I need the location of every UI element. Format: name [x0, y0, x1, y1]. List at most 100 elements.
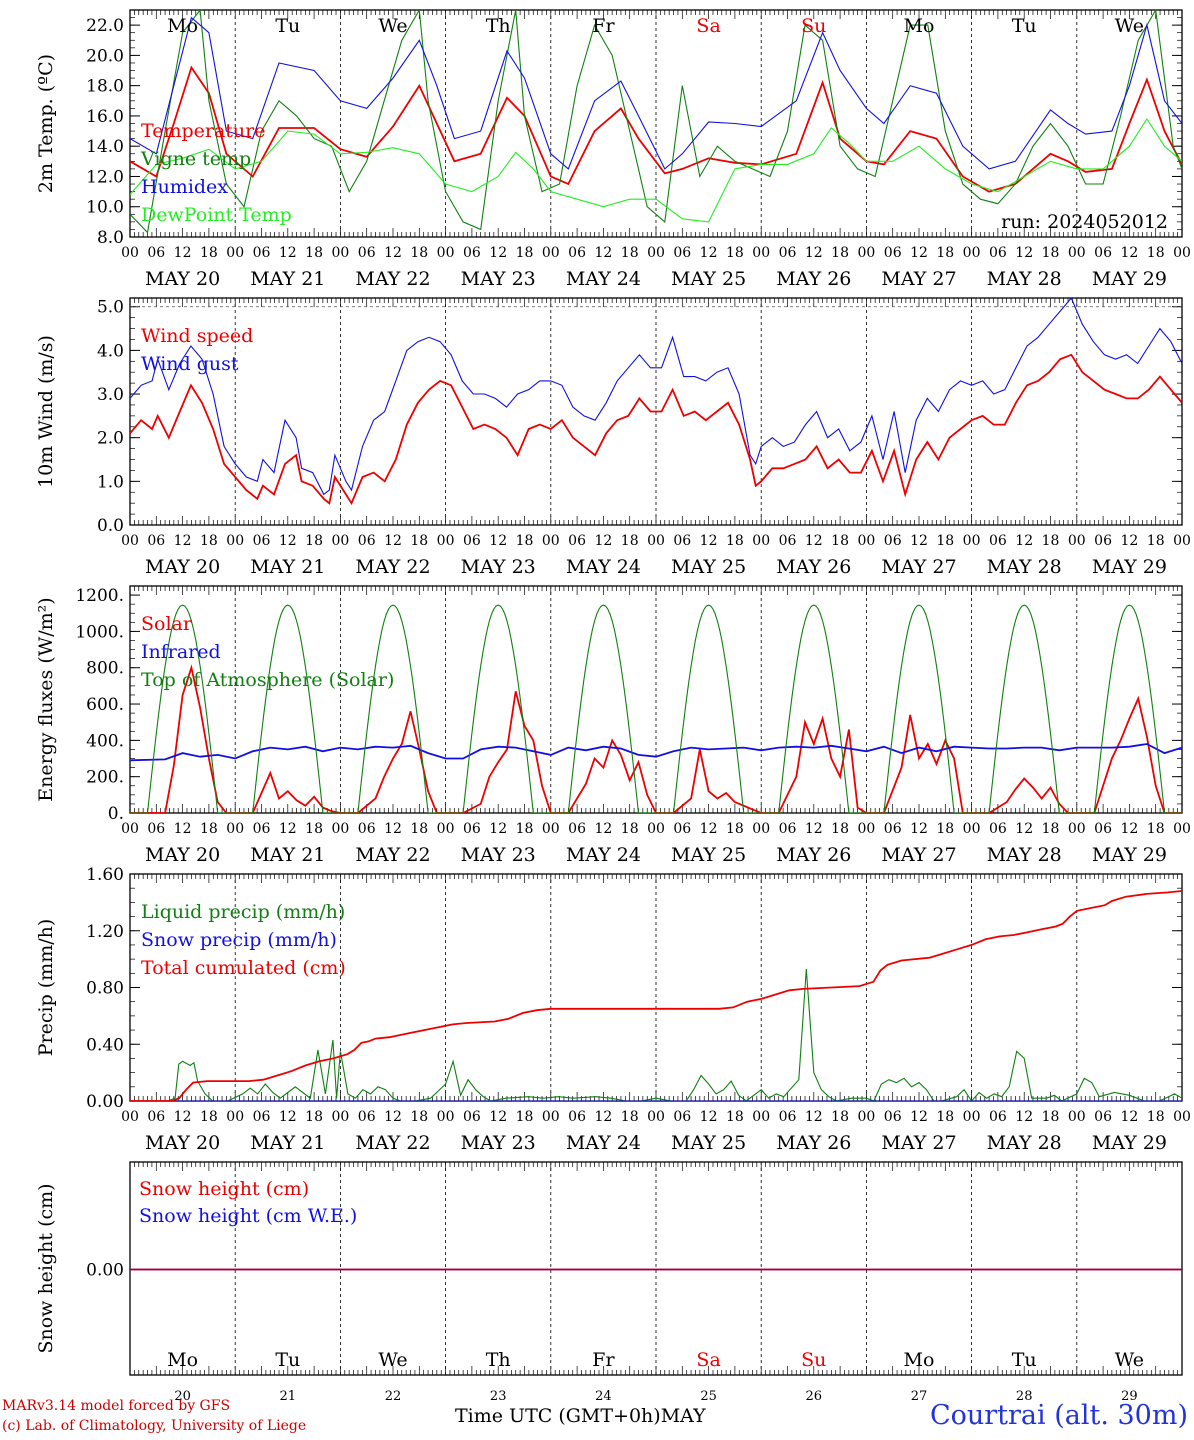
legend-vigne-temp: Vigne temp	[140, 148, 251, 170]
weekday-label-bottom: Mo	[904, 1349, 935, 1371]
legend-temperature: Temperature	[141, 120, 265, 142]
hour-label: 06	[1094, 245, 1112, 261]
hour-label: 18	[200, 533, 218, 549]
hour-label: 18	[1042, 533, 1060, 549]
hour-label: 06	[147, 1109, 165, 1125]
hour-label: 00	[752, 821, 770, 837]
hour-label: 00	[1068, 1109, 1086, 1125]
hour-label: 00	[331, 245, 349, 261]
hour-label: 18	[831, 1109, 849, 1125]
date-label: MAY 22	[355, 844, 430, 866]
hour-label: 12	[489, 533, 507, 549]
hour-label: 18	[936, 1109, 954, 1125]
legend-total-cumulated-cm-: Total cumulated (cm)	[141, 957, 346, 979]
y-tick-label: 20.0	[86, 46, 124, 66]
y-axis-label: Energy fluxes (W/m²)	[35, 597, 57, 801]
y-tick-label: 3.0	[97, 385, 124, 405]
hour-label: 18	[621, 1109, 639, 1125]
hour-label: 18	[936, 245, 954, 261]
date-label: MAY 23	[461, 844, 536, 866]
date-label: MAY 20	[145, 1132, 220, 1154]
hour-label: 06	[779, 821, 797, 837]
hour-label: 12	[805, 245, 823, 261]
hour-label: 06	[568, 1109, 586, 1125]
hour-label: 12	[700, 245, 718, 261]
hour-label: 06	[884, 245, 902, 261]
hour-label: 12	[700, 533, 718, 549]
hour-label: 18	[831, 821, 849, 837]
series-temperature	[130, 65, 1182, 193]
hour-label: 06	[463, 245, 481, 261]
series-vigne-temp	[130, 10, 1182, 234]
y-tick-label: 2.0	[97, 429, 124, 449]
weekday-label-top: Th	[486, 15, 511, 37]
hour-label: 12	[1015, 1109, 1033, 1125]
hour-label: 12	[594, 821, 612, 837]
date-label: MAY 21	[250, 556, 325, 578]
hour-label: 12	[1015, 245, 1033, 261]
date-label: MAY 29	[1092, 268, 1167, 290]
date-label: MAY 27	[881, 268, 956, 290]
hour-label: 00	[752, 1109, 770, 1125]
hour-label: 06	[358, 821, 376, 837]
date-label: MAY 28	[987, 556, 1062, 578]
hour-label: 12	[805, 533, 823, 549]
legend-snow-height-cm-: Snow height (cm)	[139, 1178, 309, 1200]
hour-label: 12	[910, 533, 928, 549]
hour-label: 00	[437, 1109, 455, 1125]
date-label: MAY 26	[776, 556, 851, 578]
date-label: MAY 26	[776, 844, 851, 866]
legend-liquid-precip-mm-h-: Liquid precip (mm/h)	[141, 901, 345, 923]
y-tick-label: 5.0	[97, 298, 124, 318]
series-liquid-precip-mm-h-	[130, 969, 1182, 1101]
weekday-label-bottom: Th	[486, 1349, 511, 1371]
hour-label: 18	[305, 533, 323, 549]
hour-label: 00	[752, 533, 770, 549]
hour-label: 06	[989, 245, 1007, 261]
weekday-label-bottom: Mo	[167, 1349, 198, 1371]
hour-label: 18	[200, 245, 218, 261]
legend-snow-height-cm-w-e-: Snow height (cm W.E.)	[139, 1205, 357, 1227]
hour-label: 12	[594, 245, 612, 261]
day-number: 23	[490, 1389, 507, 1404]
hour-label: 18	[621, 245, 639, 261]
date-label: MAY 20	[145, 268, 220, 290]
y-tick-label: 1.20	[86, 922, 124, 942]
hour-label: 12	[910, 1109, 928, 1125]
hour-label: 18	[516, 1109, 534, 1125]
month-label: MAY	[660, 1405, 706, 1427]
hour-label: 12	[174, 245, 192, 261]
y-axis-label: Precip (mm/h)	[35, 919, 57, 1057]
date-label: MAY 29	[1092, 1132, 1167, 1154]
hour-label: 12	[805, 1109, 823, 1125]
legend-wind-gust: Wind gust	[141, 353, 239, 375]
date-label: MAY 24	[566, 1132, 641, 1154]
hour-label: 00	[1068, 245, 1086, 261]
hour-label: 06	[147, 821, 165, 837]
hour-label: 06	[673, 245, 691, 261]
hour-label: 06	[568, 821, 586, 837]
hour-label: 06	[253, 1109, 271, 1125]
hour-label: 06	[884, 821, 902, 837]
hour-label: 18	[410, 533, 428, 549]
hour-label: 12	[384, 533, 402, 549]
hour-label: 18	[726, 245, 744, 261]
hour-label: 12	[594, 533, 612, 549]
date-label: MAY 26	[776, 268, 851, 290]
hour-label: 12	[174, 1109, 192, 1125]
y-axis-label: Snow height (cm)	[35, 1183, 57, 1353]
series-top-of-atmosphere-solar-	[130, 604, 1182, 813]
hour-label: 12	[910, 245, 928, 261]
day-number: 22	[385, 1389, 402, 1404]
hour-label: 00	[542, 533, 560, 549]
date-label: MAY 21	[250, 268, 325, 290]
hour-label: 06	[884, 1109, 902, 1125]
hour-label: 18	[1147, 821, 1165, 837]
hour-label: 18	[1147, 245, 1165, 261]
date-label: MAY 27	[881, 556, 956, 578]
hour-label: 00	[857, 533, 875, 549]
y-tick-label: 1.60	[86, 865, 124, 885]
day-number: 27	[911, 1389, 928, 1404]
day-number: 29	[1121, 1389, 1138, 1404]
weekday-label-top: Sa	[696, 15, 720, 37]
